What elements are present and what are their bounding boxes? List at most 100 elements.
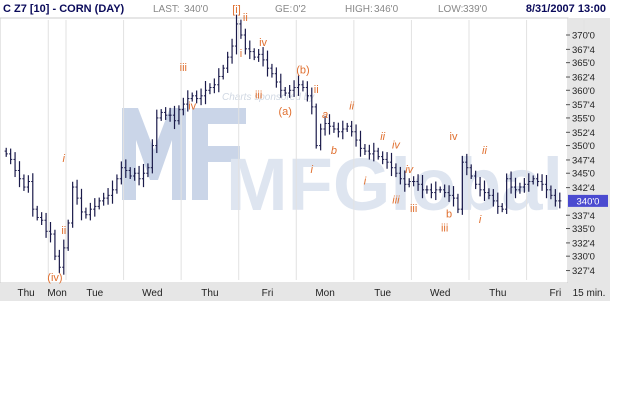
ohlc-bar bbox=[505, 173, 509, 214]
ohlc-bar bbox=[270, 63, 274, 78]
ohlc-bar bbox=[460, 155, 464, 215]
ohlc-bar bbox=[168, 107, 172, 122]
ohlc-bar bbox=[172, 105, 177, 130]
ohlc-bar bbox=[226, 51, 230, 73]
ohlc-bar bbox=[438, 186, 442, 193]
ohlc-bar bbox=[394, 163, 398, 178]
wave-label: iv bbox=[392, 139, 401, 151]
wave-label: iii bbox=[180, 62, 187, 74]
wave-label: iv bbox=[405, 164, 414, 176]
plot-area bbox=[0, 17, 569, 284]
x-tick-label: Mon bbox=[47, 288, 66, 299]
y-tick-label: 370'0 bbox=[572, 31, 595, 42]
ohlc-bar bbox=[93, 198, 97, 217]
ohlc-bar bbox=[79, 188, 84, 221]
x-axis: Thu Mon Tue Wed Thu Fri Mon Tue Wed Thu Fri bbox=[18, 288, 562, 299]
ohlc-bar bbox=[350, 120, 354, 137]
ohlc-bar bbox=[133, 167, 137, 181]
ohlc-bar bbox=[549, 185, 553, 200]
ohlc-bar bbox=[403, 170, 407, 192]
ohlc-bar bbox=[385, 152, 389, 169]
wave-label: iv bbox=[450, 131, 458, 143]
ohlc-bar bbox=[319, 123, 323, 151]
ohlc-bar bbox=[363, 144, 367, 155]
ohlc-bar bbox=[434, 181, 438, 201]
ohlc-bar bbox=[88, 202, 92, 221]
x-tick-label: Thu bbox=[489, 288, 506, 299]
watermark-sponsor-text: Charts sponsored by bbox=[222, 92, 315, 103]
ohlc-bar bbox=[84, 207, 88, 219]
ohlc-bar bbox=[558, 192, 562, 209]
ohlc-bar bbox=[150, 139, 154, 174]
ohlc-bar bbox=[496, 192, 500, 214]
ohlc-bar bbox=[296, 75, 301, 96]
wave-label: ii bbox=[482, 145, 487, 157]
ohlc-bar bbox=[372, 142, 376, 162]
ohlc-bar bbox=[305, 81, 309, 102]
ohlc-bar bbox=[518, 182, 522, 194]
ohlc-bar bbox=[314, 103, 318, 149]
ohlc-bar bbox=[487, 188, 491, 200]
ohlc-bar bbox=[429, 183, 433, 199]
ohlc-bar bbox=[354, 124, 358, 147]
ohlc-bar bbox=[261, 47, 265, 67]
bars-layer bbox=[4, 14, 562, 275]
low-value: 339'0 bbox=[463, 4, 488, 15]
ohlc-bar bbox=[310, 87, 314, 115]
y-axis-band bbox=[568, 18, 610, 283]
ohlc-bar bbox=[115, 174, 119, 194]
y-tick-label: 327'4 bbox=[572, 266, 595, 277]
ohlc-bar bbox=[102, 192, 106, 206]
x-tick-label: Mon bbox=[315, 288, 334, 299]
ohlc-bar bbox=[164, 107, 168, 120]
x-tick-label: Tue bbox=[374, 288, 391, 299]
y-tick-label: 335'0 bbox=[572, 224, 595, 235]
ohlc-bar bbox=[217, 68, 221, 93]
ohlc-bar bbox=[522, 177, 526, 193]
ohlc-bar bbox=[358, 130, 363, 157]
y-tick-label: 367'4 bbox=[572, 45, 595, 56]
ohlc-bar bbox=[536, 173, 540, 187]
y-tick-label: 345'0 bbox=[572, 169, 595, 180]
ohlc-bar bbox=[327, 114, 332, 135]
ohlc-bar bbox=[137, 165, 141, 186]
y-tick-label: 365'0 bbox=[572, 58, 595, 69]
ohlc-bar bbox=[252, 48, 256, 61]
wave-label: iv bbox=[188, 101, 196, 113]
low-label: LOW: bbox=[438, 4, 463, 15]
ohlc-bar bbox=[106, 188, 110, 205]
last-label: LAST: bbox=[153, 4, 180, 15]
x-tick-label: Fri bbox=[550, 288, 562, 299]
ohlc-bar bbox=[274, 67, 278, 88]
ohlc-bar bbox=[323, 116, 327, 136]
ohlc-bar bbox=[447, 185, 451, 202]
change-label: GE: bbox=[275, 4, 292, 15]
header-bar bbox=[0, 0, 619, 16]
last-price-text: 340'0 bbox=[577, 196, 600, 207]
y-tick-label: 357'4 bbox=[572, 100, 595, 111]
ohlc-bar bbox=[199, 88, 203, 106]
ohlc-bar bbox=[544, 175, 549, 199]
ohlc-bar bbox=[48, 222, 53, 243]
wave-label: iv bbox=[259, 37, 267, 49]
wave-label: ii bbox=[243, 12, 248, 24]
wave-label: ii bbox=[61, 225, 66, 237]
wave-label: (b) bbox=[296, 65, 309, 77]
ohlc-bar bbox=[469, 164, 473, 179]
x-tick-label: Thu bbox=[201, 288, 218, 299]
ohlc-bar bbox=[482, 180, 487, 201]
interval-label: 15 min. bbox=[573, 288, 606, 299]
wave-label: i bbox=[240, 48, 242, 60]
ohlc-bar bbox=[513, 177, 518, 199]
wave-label: iii bbox=[441, 222, 448, 234]
ohlc-bar bbox=[57, 249, 61, 273]
ohlc-bar bbox=[292, 80, 296, 97]
wave-label: [i] bbox=[232, 4, 241, 16]
ohlc-bar bbox=[190, 92, 194, 102]
last-value: 340'0 bbox=[184, 4, 209, 15]
ohlc-bar bbox=[239, 19, 243, 39]
ohlc-bar bbox=[31, 173, 35, 217]
x-tick-label: Thu bbox=[18, 288, 35, 299]
ohlc-bar bbox=[159, 109, 163, 121]
